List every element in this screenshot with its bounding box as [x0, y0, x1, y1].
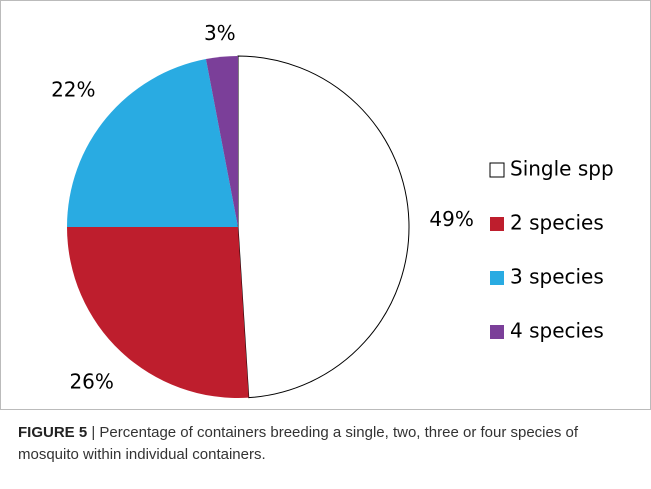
legend-label: 2 species — [510, 211, 604, 235]
legend-label: Single spp — [510, 157, 614, 181]
data-label: 3% — [204, 21, 236, 45]
legend-label: 4 species — [510, 319, 604, 343]
data-label: 22% — [51, 77, 95, 101]
legend-label: 3 species — [510, 265, 604, 289]
pie-slice — [67, 227, 249, 398]
pie-slice — [67, 59, 238, 227]
pie-slice — [205, 56, 238, 227]
chart: 49% Single spp 26% 2 species 22% 3 species 3% 4… — [0, 0, 651, 410]
legend-swatch — [490, 217, 504, 231]
data-label: 26% — [69, 369, 113, 393]
pie-slice — [237, 55, 410, 399]
legend-swatch — [489, 162, 505, 178]
caption-label: FIGURE 5 — [18, 424, 88, 441]
legend-swatch — [490, 325, 504, 339]
caption: FIGURE 5 | Percentage of containers bree… — [18, 422, 633, 466]
caption-text: | Percentage of containers breeding a si… — [18, 424, 579, 463]
legend-swatch — [490, 271, 504, 285]
data-label: 49% — [429, 207, 473, 231]
